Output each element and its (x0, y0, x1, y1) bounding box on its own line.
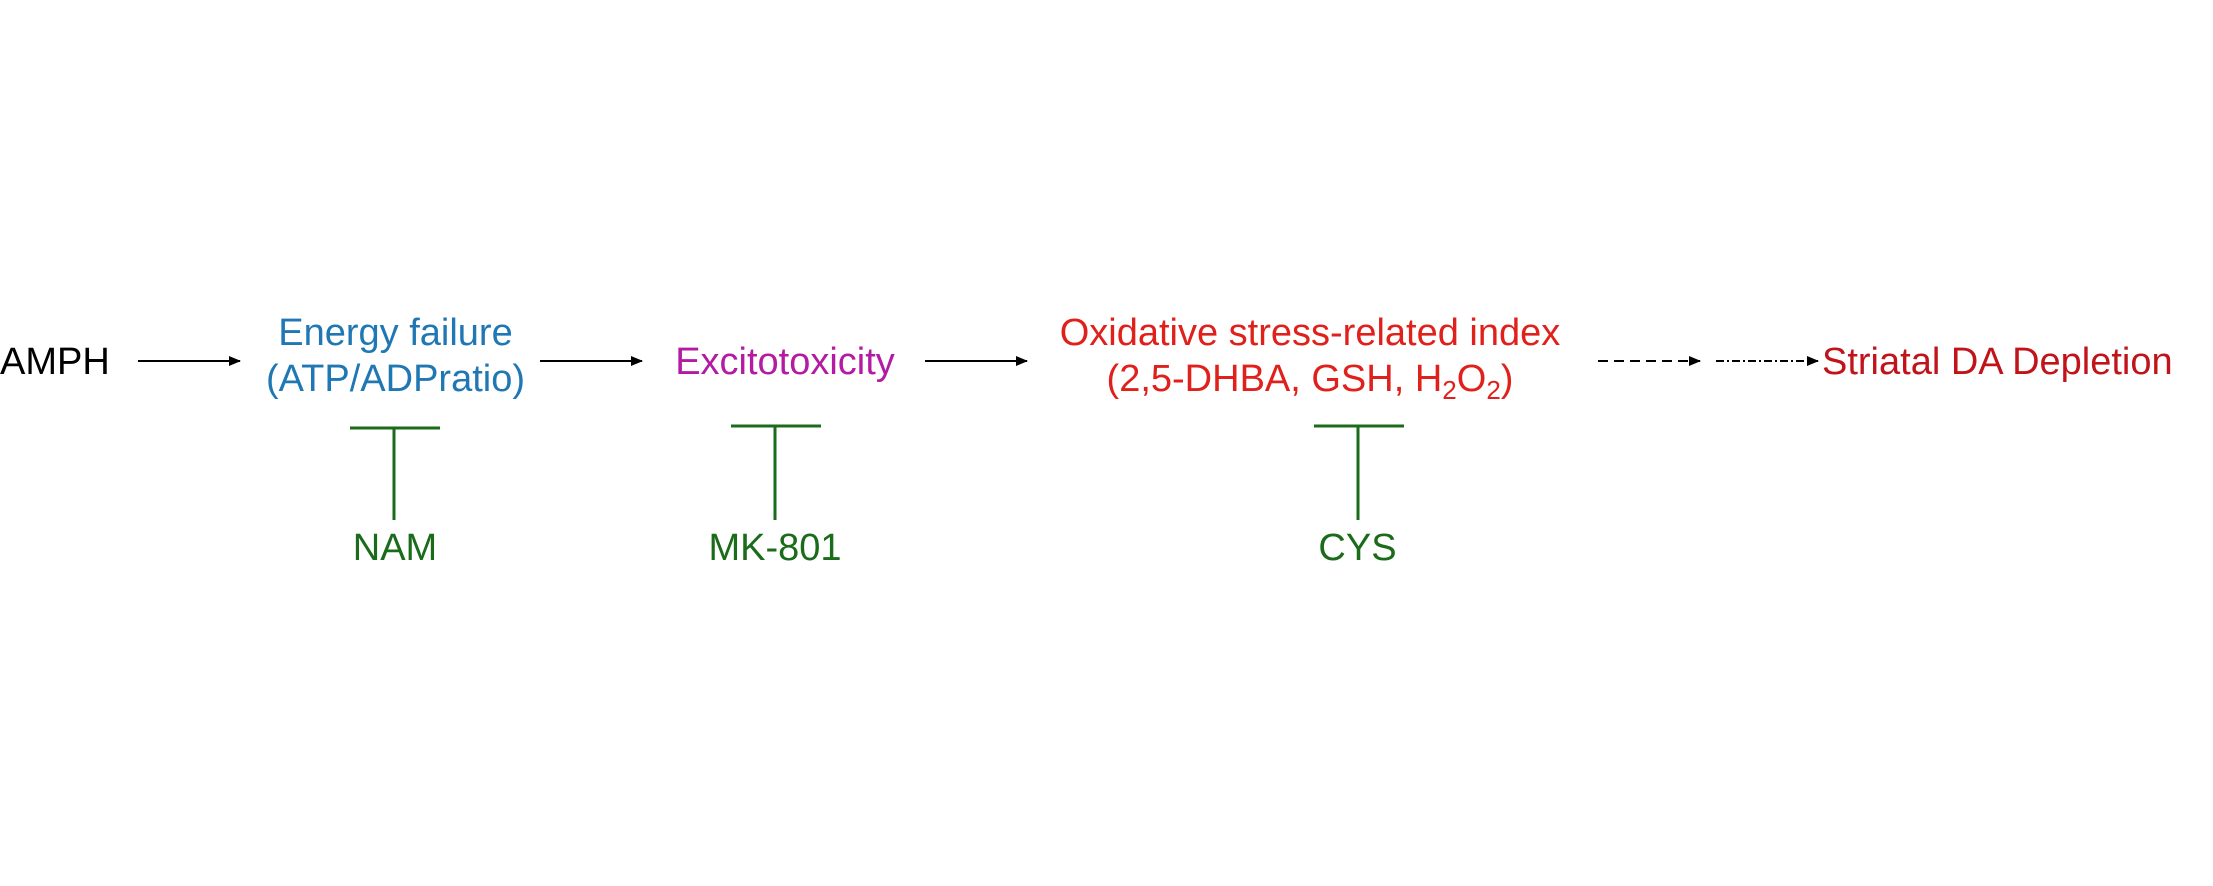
node-excitotoxicity-label: Excitotoxicity (675, 341, 895, 383)
inhibitor-nam-label: NAM (352, 527, 438, 569)
node-amph-label: AMPH (0, 341, 110, 383)
oxid-line2-sub1: 2 (1442, 375, 1457, 405)
node-excitotoxicity: Excitotoxicity (655, 339, 915, 385)
inhibitor-mk801: MK-801 (690, 525, 860, 571)
inhibition-cys-oxidative (1314, 424, 1404, 520)
inhibitor-mk801-label: MK-801 (708, 527, 842, 569)
oxid-line2-suffix: ) (1500, 358, 1514, 400)
node-energy-failure-line2: (ATP/ADPratio) (265, 358, 525, 400)
node-striatal-da-depletion-label: Striatal DA Depletion (1822, 341, 2173, 383)
node-amph: AMPH (0, 339, 110, 385)
node-oxidative-stress-line1: Oxidative stress-related index (1059, 312, 1561, 354)
node-energy-failure: Energy failure (ATP/ADPratio) (248, 310, 543, 402)
inhibitor-cys: CYS (1295, 525, 1420, 571)
oxid-line2-prefix: (2,5-DHBA, GSH, H (1106, 358, 1443, 400)
node-energy-failure-line1: Energy failure (278, 312, 513, 354)
node-oxidative-stress-line2: (2,5-DHBA, GSH, H2O2) (1030, 356, 1590, 405)
oxid-line2-sub2: 2 (1486, 375, 1501, 405)
inhibitor-nam: NAM (330, 525, 460, 571)
node-oxidative-stress: Oxidative stress-related index (2,5-DHBA… (1030, 310, 1590, 405)
inhibition-nam-energy (350, 426, 440, 520)
node-striatal-da-depletion: Striatal DA Depletion (1822, 339, 2173, 385)
inhibitor-cys-label: CYS (1318, 527, 1397, 569)
oxid-line2-mid: O (1456, 358, 1487, 400)
inhibition-mk801-excitotoxicity (731, 424, 821, 520)
